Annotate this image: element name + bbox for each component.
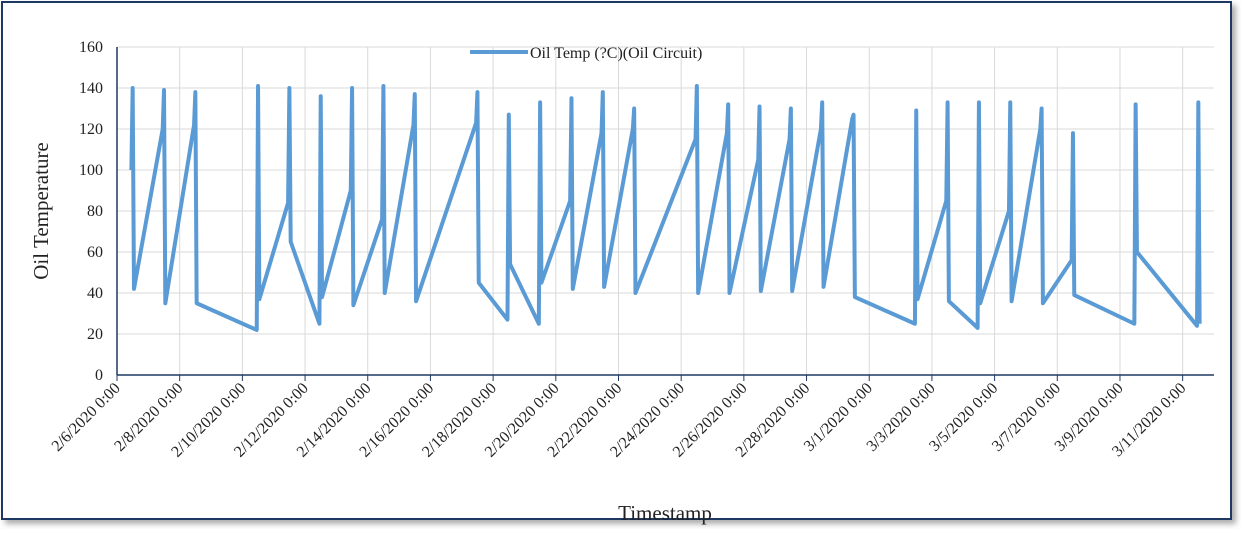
y-tick-label: 140 <box>79 80 103 97</box>
y-tick-label: 20 <box>87 326 103 343</box>
y-tick-label: 160 <box>79 39 103 56</box>
y-axis-label: Oil Temperature <box>29 142 53 280</box>
y-tick-label: 40 <box>87 285 103 302</box>
y-tick-label: 60 <box>87 244 103 261</box>
y-tick-label: 0 <box>95 367 103 384</box>
x-axis-label: Timestamp <box>618 501 712 525</box>
y-tick-label: 100 <box>79 162 103 179</box>
y-tick-label: 80 <box>87 203 103 220</box>
data-line <box>129 83 1202 332</box>
y-tick-label: 120 <box>79 121 103 138</box>
legend-label: Oil Temp (?C)(Oil Circuit) <box>530 45 702 62</box>
